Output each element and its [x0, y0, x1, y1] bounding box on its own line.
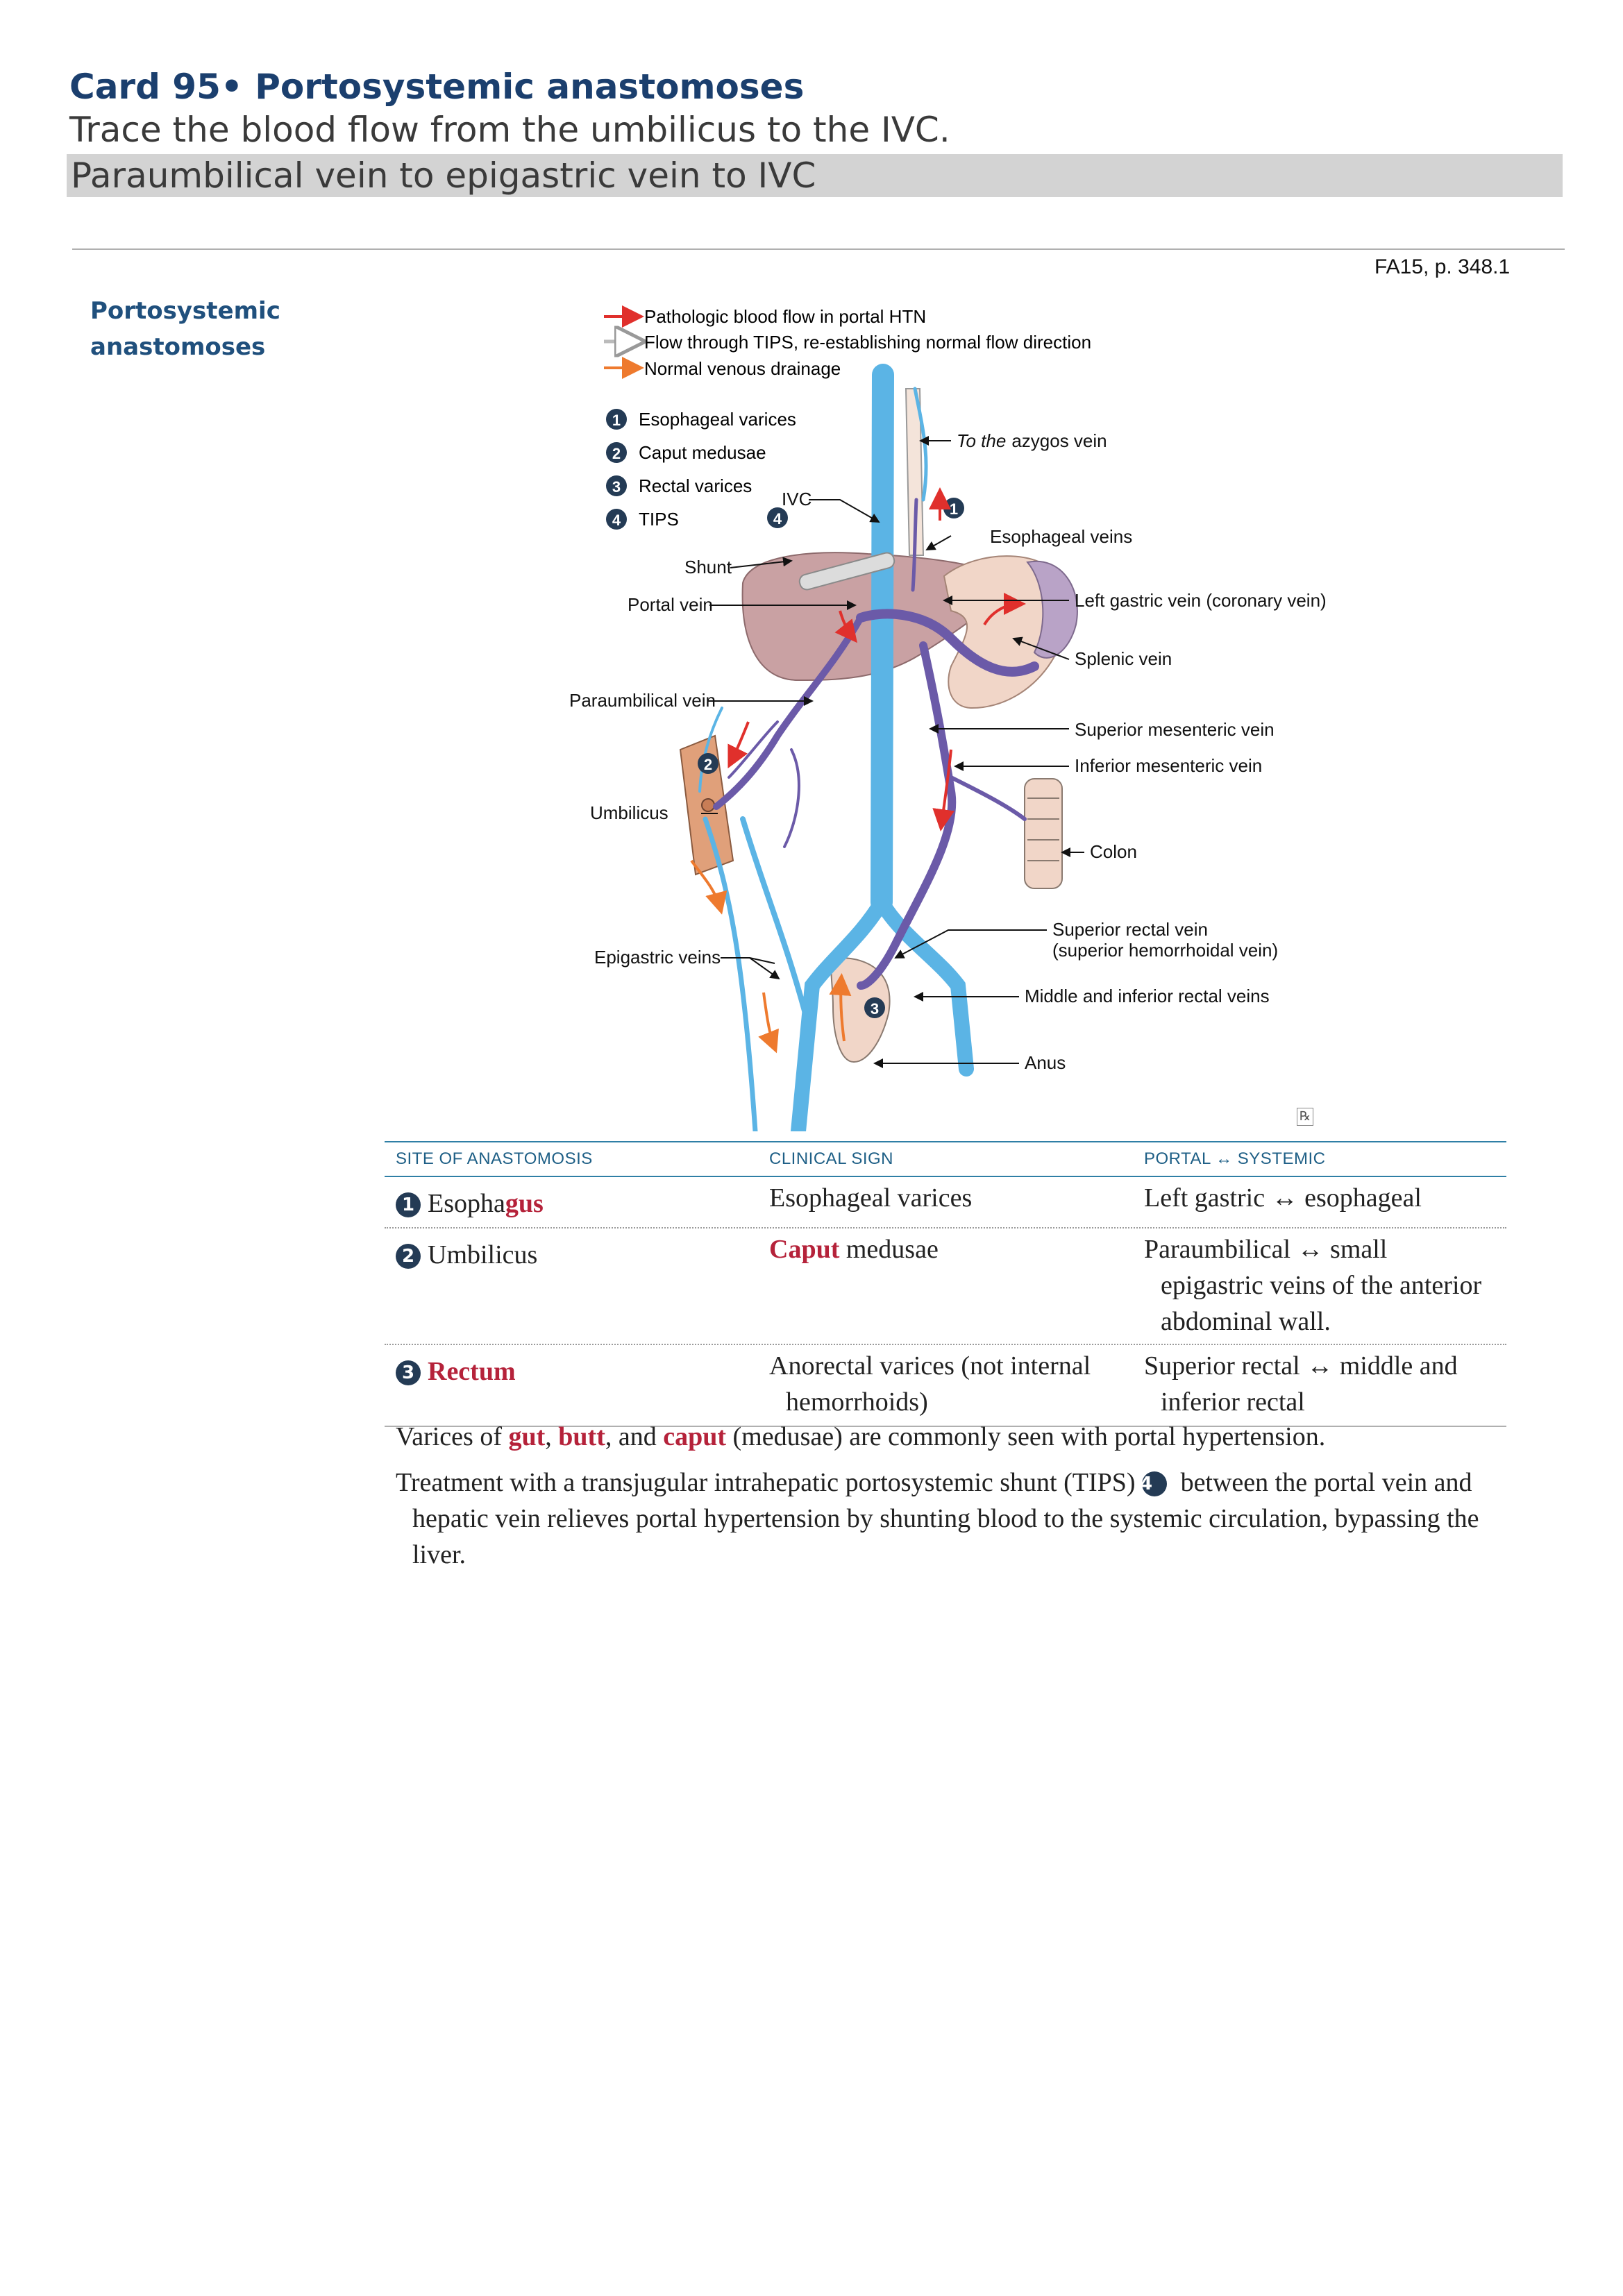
label-esophageal-veins: Esophageal veins	[990, 526, 1132, 547]
diagram-labels: To the azygos vein IVC Esophageal veins S…	[569, 430, 1326, 1073]
marker-3: 3	[871, 1000, 879, 1018]
label-umbilicus: Umbilicus	[590, 802, 668, 823]
section-title: Portosystemic anastomoses	[90, 293, 280, 365]
legend-tips: Flow through TIPS, re-establishing norma…	[644, 332, 1091, 353]
table-row: 1 Esophagus Esophageal varices Left gastr…	[385, 1177, 1506, 1229]
colon	[1024, 778, 1063, 889]
marker-2: 2	[704, 756, 712, 773]
section-title-line2: anastomoses	[90, 333, 266, 361]
card-question: Trace the blood flow from the umbilicus …	[69, 110, 950, 150]
row3-site: 3 Rectum	[396, 1353, 516, 1390]
key-num-2: 2	[612, 445, 621, 462]
shunt-num-4: 4	[773, 510, 782, 527]
label-azygos: To the azygos vein	[957, 430, 1107, 451]
row1-site: 1 Esophagus	[396, 1185, 544, 1222]
row2-sign: Caput medusae	[769, 1235, 939, 1264]
legend: Pathologic blood flow in portal HTN Flow…	[604, 305, 1091, 379]
label-ivc: IVC	[782, 489, 812, 509]
systemic-veins	[698, 364, 974, 1131]
legend-normal: Normal venous drainage	[644, 358, 841, 379]
key-item-3: Rectal varices	[639, 475, 752, 496]
label-epigastric: Epigastric veins	[594, 947, 721, 968]
key-item-4: TIPS	[639, 509, 679, 530]
row2-portal: Paraumbilical ↔ small epigastric veins o…	[1144, 1235, 1482, 1336]
label-azygos-suffix: azygos vein	[1011, 430, 1107, 451]
key-item-1: Esophageal varices	[639, 409, 796, 430]
card-title: Card 95• Portosystemic anastomoses	[69, 67, 805, 107]
flow-arrows	[690, 487, 1026, 1054]
note-varices: Varices of gut, butt, and caput (medusae…	[396, 1422, 1326, 1451]
label-anus: Anus	[1025, 1052, 1066, 1073]
row3-num: 3	[396, 1360, 421, 1385]
header-portal: PORTAL ↔ SYSTEMIC	[1144, 1149, 1326, 1168]
key-num-1: 1	[612, 412, 621, 429]
notes: Varices of gut, butt, and caput (medusae…	[396, 1419, 1520, 1582]
label-portal-vein: Portal vein	[628, 594, 713, 615]
spleen	[1026, 560, 1078, 659]
table-header: SITE OF ANASTOMOSIS CLINICAL SIGN PORTAL…	[385, 1141, 1506, 1177]
label-sup-rectal-1: Superior rectal vein	[1052, 919, 1208, 940]
umbilicus	[679, 734, 734, 876]
key-num-4: 4	[612, 512, 621, 529]
tips-shunt: 4	[767, 507, 895, 591]
rx-icon: ℞	[1297, 1108, 1313, 1126]
divider	[72, 248, 1565, 250]
anastomosis-table: SITE OF ANASTOMOSIS CLINICAL SIGN PORTAL…	[385, 1141, 1506, 1427]
label-left-gastric: Left gastric vein (coronary vein)	[1075, 590, 1326, 611]
numbered-key: 1 Esophageal varices 2 Caput medusae 3 R…	[606, 409, 796, 530]
card-answer: Paraumbilical vein to epigastric vein to…	[67, 154, 1563, 197]
header-sign: CLINICAL SIGN	[769, 1149, 893, 1168]
note-tips-num: 4	[1140, 1471, 1168, 1496]
legend-pathologic: Pathologic blood flow in portal HTN	[644, 306, 926, 327]
page-reference: FA15, p. 348.1	[1374, 255, 1511, 278]
leader-lines	[701, 436, 1084, 1068]
row1-portal: Left gastric ↔ esophageal	[1144, 1183, 1422, 1213]
section-title-line1: Portosystemic	[90, 297, 280, 325]
label-paraumbilical: Paraumbilical vein	[569, 690, 716, 711]
marker-1: 1	[950, 500, 958, 518]
portosystemic-diagram: Pathologic blood flow in portal HTN Flow…	[569, 305, 1326, 1131]
row1-sign: Esophageal varices	[769, 1183, 973, 1213]
label-inf-mesenteric: Inferior mesenteric vein	[1075, 755, 1262, 776]
label-colon: Colon	[1090, 841, 1137, 862]
key-num-3: 3	[612, 478, 621, 496]
label-mid-inf-rectal: Middle and inferior rectal veins	[1025, 986, 1270, 1006]
label-splenic: Splenic vein	[1075, 648, 1172, 669]
label-sup-mesenteric: Superior mesenteric vein	[1075, 719, 1275, 740]
label-sup-rectal-2: (superior hemorrhoidal vein)	[1052, 940, 1278, 961]
table-row: 3 Rectum Anorectal varices (not internal …	[385, 1345, 1506, 1427]
row2-num: 2	[396, 1244, 421, 1269]
row3-portal: Superior rectal ↔ middle and inferior re…	[1144, 1351, 1458, 1417]
label-shunt: Shunt	[684, 557, 732, 577]
header-site: SITE OF ANASTOMOSIS	[396, 1149, 593, 1168]
row1-num: 1	[396, 1192, 421, 1217]
portal-veins	[713, 498, 1039, 990]
key-item-2: Caput medusae	[639, 442, 766, 463]
row2-site: 2 Umbilicus	[396, 1237, 537, 1273]
note-tips: Treatment with a transjugular intrahepat…	[396, 1468, 1479, 1569]
row3-sign: Anorectal varices (not internal hemorrho…	[769, 1351, 1091, 1417]
table-row: 2 Umbilicus Caput medusae Paraumbilical ↔…	[385, 1229, 1506, 1345]
